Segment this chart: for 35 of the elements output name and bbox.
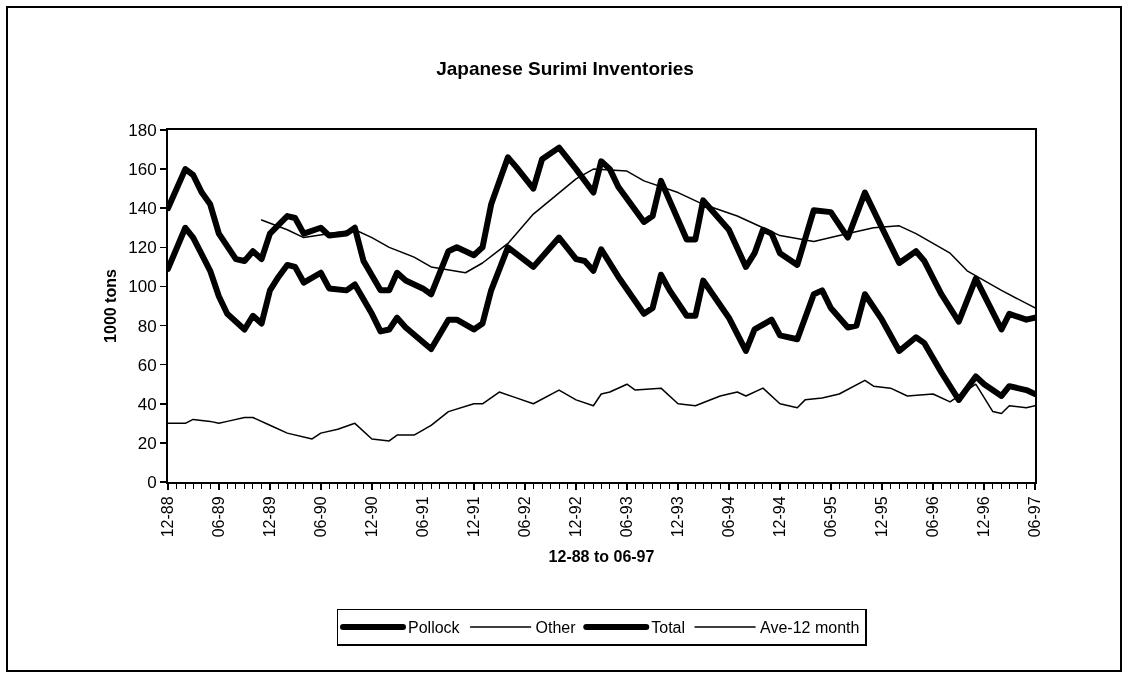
legend-label: Pollock <box>408 619 461 637</box>
y-tick-label: 20 <box>137 433 157 453</box>
x-tick-label: 06-96 <box>924 496 942 538</box>
chart-title: Japanese Surimi Inventories <box>436 57 694 79</box>
x-tick-label: 12-94 <box>771 496 789 538</box>
legend-label: Total <box>651 619 686 637</box>
y-tick-label: 0 <box>147 472 157 492</box>
y-tick-label: 160 <box>128 160 157 180</box>
x-tick-label: 12-95 <box>873 496 891 538</box>
legend-label: Other <box>535 619 577 637</box>
x-axis-title: 12-88 to 06-97 <box>548 547 655 565</box>
y-tick-label: 140 <box>128 199 157 219</box>
y-axis-title: 1000 tons <box>101 268 119 343</box>
x-tick-label: 06-91 <box>413 496 431 538</box>
x-tick-label: 06-93 <box>618 496 636 538</box>
y-tick-label: 100 <box>128 277 157 297</box>
y-tick-label: 180 <box>128 120 157 140</box>
x-tick-label: 06-95 <box>822 496 840 538</box>
x-tick-label: 06-92 <box>516 496 534 538</box>
y-tick-label: 40 <box>137 394 157 414</box>
x-tick-label: 12-90 <box>363 496 381 538</box>
x-tick-label: 06-90 <box>311 496 329 538</box>
y-tick-label: 80 <box>137 316 157 336</box>
x-tick-label: 12-92 <box>567 496 585 538</box>
x-tick-label: 12-91 <box>465 496 483 538</box>
x-tick-label: 12-96 <box>975 496 993 538</box>
y-tick-label: 60 <box>137 355 157 375</box>
x-tick-label: 06-94 <box>720 496 738 538</box>
y-tick-label: 120 <box>128 238 157 258</box>
x-tick-label: 12-89 <box>261 496 279 538</box>
legend-label: Ave-12 month <box>760 619 860 637</box>
x-tick-label: 12-93 <box>669 496 687 538</box>
x-tick-label: 12-88 <box>159 496 177 538</box>
x-tick-label: 06-97 <box>1026 496 1044 538</box>
x-tick-label: 06-89 <box>210 496 228 538</box>
